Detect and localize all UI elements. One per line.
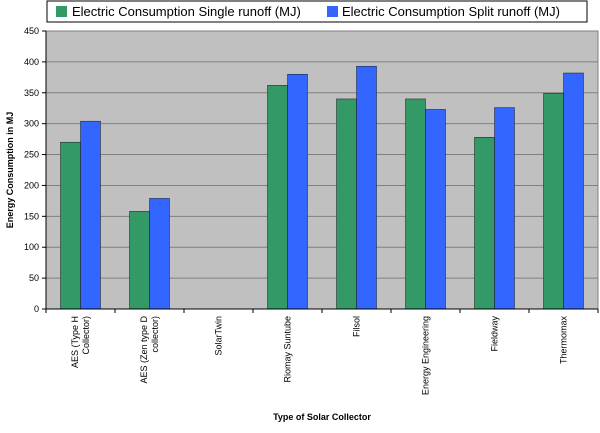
y-tick-label: 250 <box>24 150 39 160</box>
bar-single-0 <box>60 141 81 310</box>
x-tick-label: Energy Engineering <box>421 316 431 395</box>
y-tick-label: 350 <box>24 88 39 98</box>
legend-box <box>46 0 588 23</box>
x-tick-label: Riomay Suntube <box>283 316 293 383</box>
y-tick-label: 300 <box>24 119 39 129</box>
bar-split-1 <box>149 198 170 310</box>
legend-swatch-split <box>327 6 338 17</box>
x-tick-label: Thermomax <box>559 316 569 365</box>
y-tick-label: 450 <box>24 26 39 36</box>
x-axis-title: Type of Solar Collector <box>273 412 371 422</box>
y-tick-label: 0 <box>34 304 39 314</box>
bar-split-0 <box>80 120 101 310</box>
legend: Electric Consumption Single runoff (MJ) … <box>46 0 588 23</box>
x-tick-label: Fieldway <box>490 316 500 352</box>
bar-split-7 <box>563 72 584 310</box>
bar-single-4 <box>336 98 357 310</box>
y-tick-labels: 0 50 100 150 200 250 300 350 400 450 <box>24 26 46 314</box>
plot-area <box>45 30 599 310</box>
y-tick-label: 200 <box>24 180 39 190</box>
x-tick-label: collector) <box>150 316 160 353</box>
bar-split-4 <box>356 65 377 310</box>
x-tick-label: Collector) <box>81 316 91 355</box>
x-tick-label: AES (Type H <box>70 316 80 368</box>
bar-split-6 <box>494 107 515 310</box>
bar-single-1 <box>129 211 150 310</box>
y-tick-label: 100 <box>24 242 39 252</box>
bar-single-3 <box>267 85 288 310</box>
x-tick-label: Filsol <box>352 316 362 337</box>
legend-label-split: Electric Consumption Split runoff (MJ) <box>342 4 560 19</box>
y-tick-label: 400 <box>24 57 39 67</box>
x-tick-label: SolarTwin <box>214 316 224 356</box>
bar-split-3 <box>287 73 308 310</box>
x-tick-label: AES (Zen type D <box>139 316 149 384</box>
bar-single-6 <box>474 137 495 310</box>
bar-single-5 <box>405 98 426 310</box>
legend-swatch-single <box>56 6 67 17</box>
y-tick-label: 50 <box>29 273 39 283</box>
legend-label-single: Electric Consumption Single runoff (MJ) <box>72 4 301 19</box>
y-axis-title: Energy Consumption in MJ <box>5 112 15 229</box>
bar-split-5 <box>425 109 446 310</box>
bar-single-7 <box>543 93 564 310</box>
y-tick-label: 150 <box>24 211 39 221</box>
